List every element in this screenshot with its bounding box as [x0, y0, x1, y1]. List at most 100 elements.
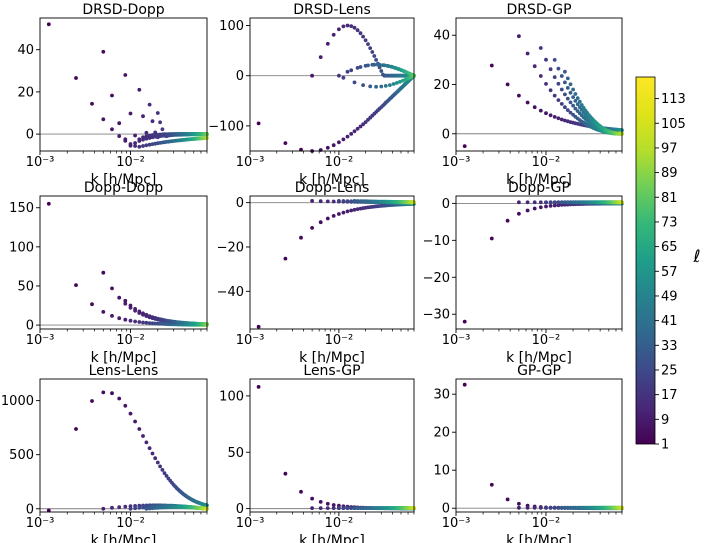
data-point	[552, 75, 557, 79]
data-point	[563, 118, 567, 123]
x-tick-label: 10⁻³	[442, 516, 471, 531]
data-point	[162, 471, 167, 475]
axes-frame	[249, 195, 415, 330]
data-point	[571, 87, 575, 92]
panel-title: DRSD-Lens	[293, 2, 371, 18]
data-point	[559, 505, 564, 510]
panel-dopp-gp: −30 −20 −10 0 10⁻³ 10⁻² Dopp-GP k [h/Mpc]	[423, 180, 624, 366]
data-point	[548, 67, 553, 72]
data-point	[355, 126, 360, 131]
data-point	[110, 286, 114, 291]
data-point	[374, 58, 378, 62]
x-tick-label: 10⁻³	[236, 333, 265, 348]
data-point	[563, 92, 567, 97]
data-point	[349, 132, 354, 136]
data-point	[548, 88, 553, 93]
data-point	[90, 101, 94, 106]
data-point	[137, 137, 142, 142]
data-point	[345, 134, 350, 139]
data-point	[325, 501, 330, 506]
data-point	[361, 122, 365, 127]
data-point	[133, 133, 138, 138]
data-point	[382, 63, 387, 68]
x-axis-label: k [h/Mpc]	[299, 533, 365, 543]
y-tick-label: 20	[433, 426, 450, 441]
data-point	[101, 117, 106, 122]
scatter-points	[462, 382, 624, 511]
data-point	[358, 31, 363, 36]
data-point	[363, 120, 368, 124]
data-point	[133, 141, 138, 145]
axes-frame	[249, 378, 415, 513]
data-point	[489, 236, 494, 241]
data-point	[538, 74, 543, 78]
data-point	[377, 62, 382, 67]
colorbar-tick-label: 1	[661, 438, 669, 453]
data-point	[147, 446, 152, 451]
data-point	[517, 505, 521, 510]
axes-frame	[249, 17, 415, 152]
data-point	[525, 200, 530, 205]
y-tick-label: 50	[227, 446, 244, 461]
axes-frame	[39, 17, 208, 152]
data-point	[361, 34, 365, 39]
data-point	[352, 129, 357, 134]
data-point	[256, 324, 261, 329]
data-point	[46, 22, 51, 27]
y-tick-label: −10	[423, 234, 450, 249]
data-point	[556, 200, 561, 205]
data-point	[133, 419, 138, 424]
data-point	[325, 41, 330, 46]
data-point	[345, 506, 350, 510]
data-point	[325, 506, 330, 510]
panel-drsd-gp: 0 20 40 10⁻³ 10⁻² DRSD-GP k [h/Mpc]	[433, 2, 624, 188]
data-point	[133, 506, 138, 511]
data-point	[117, 295, 122, 300]
data-point	[352, 207, 357, 212]
data-point	[559, 74, 564, 78]
data-point	[133, 319, 138, 324]
data-point	[544, 505, 548, 510]
y-tick-label: 0	[26, 319, 34, 334]
data-point	[532, 105, 537, 110]
data-point	[548, 113, 553, 118]
data-point	[128, 504, 133, 509]
data-point	[155, 111, 160, 115]
data-point	[571, 103, 575, 108]
y-tick-label: 40	[433, 29, 450, 44]
scatter-points	[46, 22, 209, 149]
data-point	[147, 321, 152, 325]
data-point	[144, 506, 149, 511]
data-point	[337, 140, 341, 145]
data-point	[137, 427, 142, 431]
data-point	[101, 390, 106, 395]
y-tick-label: 0	[442, 197, 450, 212]
data-point	[337, 212, 341, 216]
scatter-points	[256, 385, 416, 511]
data-point	[568, 90, 573, 95]
colorbar-tick-label: 25	[661, 363, 678, 378]
data-point	[144, 134, 149, 139]
panel-lens-lens: 0 500 1000 10⁻³ 10⁻² Lens-Lens k [h/Mpc]	[1, 363, 209, 543]
y-tick-label: 0	[26, 128, 34, 143]
data-point	[462, 144, 467, 149]
y-tick-label: 0	[236, 69, 244, 84]
data-point	[556, 98, 561, 102]
data-point	[358, 124, 363, 129]
x-tick-label: 10⁻²	[325, 155, 354, 170]
panel-drsd-dopp: 0 20 40 10⁻³ 10⁻² DRSD-Dopp k [h/Mpc]	[17, 2, 209, 188]
data-point	[538, 205, 543, 210]
colorbar-tick-label: 33	[661, 339, 678, 354]
data-point	[141, 144, 145, 148]
y-tick-label: 30	[433, 388, 450, 403]
scatter-points	[256, 199, 416, 329]
y-tick-label: 150	[9, 201, 34, 216]
data-point	[331, 503, 336, 507]
data-point	[337, 27, 341, 32]
y-tick-label: 0	[236, 502, 244, 517]
data-point	[150, 321, 155, 326]
data-point	[318, 506, 323, 510]
data-point	[505, 218, 510, 223]
data-point	[158, 120, 163, 125]
data-point	[155, 460, 160, 465]
